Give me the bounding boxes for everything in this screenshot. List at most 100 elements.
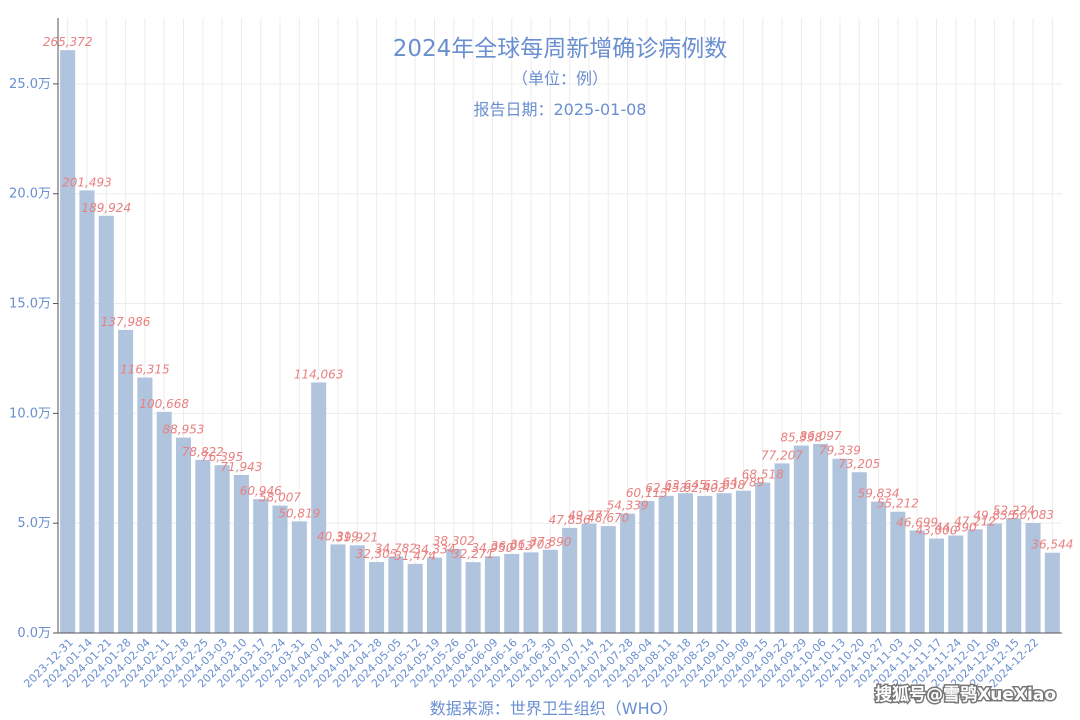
bar-2024-10-20 [871, 501, 887, 633]
bar-2024-12-22 [1044, 552, 1060, 633]
bar-2024-02-18 [195, 459, 211, 633]
bar-2024-07-07 [581, 523, 597, 633]
y-tick-label: 25.0万 [9, 77, 51, 92]
data-label: 60,113 [626, 486, 668, 500]
data-label: 38,302 [433, 534, 475, 548]
data-label: 137,986 [101, 315, 151, 329]
bar-2024-08-11 [677, 493, 694, 633]
data-label: 78,822 [182, 445, 224, 459]
data-label: 47,856 [549, 513, 591, 527]
bar-2024-09-29 [813, 443, 829, 633]
bar-2024-09-15 [774, 463, 790, 633]
data-labels: 265,372 201,493 189,924 137,986 116,315 100,6… [43, 35, 1074, 563]
bar-2024-12-15 [1025, 522, 1041, 633]
bar-2024-05-26 [465, 562, 481, 633]
bar-2024-04-28 [388, 556, 404, 633]
bar-2024-01-21 [118, 329, 134, 633]
bar-2024-02-11 [175, 437, 192, 633]
y-tick-label: 5.0万 [17, 516, 51, 531]
bar-2024-07-28 [639, 500, 655, 633]
x-axis-label: 数据来源：世界卫生组织（WHO） [430, 699, 678, 718]
data-label: 49,835 [973, 509, 1015, 523]
bar-2024-05-19 [446, 548, 462, 633]
data-label: 79,339 [819, 444, 861, 458]
data-label: 100,668 [139, 397, 189, 411]
data-label: 36,703 [510, 537, 552, 551]
bar-2024-11-03 [909, 530, 925, 633]
data-label: 114,063 [294, 367, 344, 381]
data-label: 52,224 [993, 503, 1035, 517]
data-label: 34,334 [414, 543, 456, 557]
x-ticks: 2023-12-312024-01-142024-01-212024-01-28… [21, 636, 1041, 690]
bar-2024-12-08 [1006, 518, 1022, 633]
data-label: 265,372 [43, 35, 93, 49]
data-label: 46,699 [896, 515, 938, 529]
report-date: 报告日期：2025-01-08 [474, 100, 647, 119]
bar-2024-09-08 [755, 482, 771, 633]
bar-2024-01-28 [137, 377, 153, 633]
data-label: 54,339 [607, 499, 649, 513]
bar-2024-01-07 [79, 190, 95, 634]
y-tick-label: 10.0万 [9, 406, 51, 421]
bar-2024-05-12 [426, 557, 443, 633]
bar-2024-01-14 [98, 215, 114, 633]
data-label: 32,303 [356, 547, 398, 561]
data-label: 76,395 [201, 450, 243, 464]
data-label: 201,493 [62, 175, 112, 189]
data-label: 88,953 [163, 423, 205, 437]
chart-title: 2024年全球每周新增确诊病例数 [393, 36, 728, 62]
data-label: 63,638 [703, 478, 745, 492]
data-label: 55,212 [877, 497, 919, 511]
axes [57, 18, 1062, 634]
data-label: 40,319 [317, 529, 359, 543]
bar-2024-03-17 [272, 505, 288, 633]
data-label: 37,890 [529, 535, 571, 549]
bar-2024-08-25 [716, 493, 732, 633]
y-tick-label: 0.0万 [17, 626, 51, 641]
data-label: 31,474 [394, 549, 436, 563]
data-label: 189,924 [81, 201, 131, 215]
data-label: 85,338 [780, 431, 822, 445]
data-label: 62,453 [645, 481, 687, 495]
watermark: 搜狐号@雪鸮XueXiao [875, 684, 1056, 705]
bar-2024-04-07 [330, 544, 346, 633]
data-label: 116,315 [120, 363, 170, 377]
data-label: 86,097 [800, 429, 842, 443]
data-label: 49,777 [568, 509, 610, 523]
bar-2024-10-13 [851, 472, 867, 633]
y-tick-label: 15.0万 [9, 297, 51, 312]
data-label: 36,013 [491, 539, 533, 553]
bar-2024-02-25 [214, 465, 230, 633]
bar-2024-06-09 [504, 553, 520, 633]
bar-2024-03-10 [253, 499, 269, 633]
bar-2024-12-01 [986, 523, 1002, 633]
data-label: 50,819 [278, 506, 320, 520]
data-label: 68,518 [742, 468, 784, 482]
data-label: 60,946 [240, 484, 282, 498]
bar-2024-05-05 [407, 563, 423, 633]
bar-2024-11-17 [948, 535, 964, 633]
bar-2024-09-01 [735, 490, 751, 633]
bar-2024-03-31 [311, 382, 327, 633]
bar-2024-04-14 [349, 545, 365, 633]
chart-subtitle: （单位：例） [512, 69, 608, 88]
bar-2024-07-21 [620, 513, 636, 633]
bar-2024-09-22 [793, 445, 809, 633]
data-label: 43,000 [916, 524, 958, 538]
bar-2024-08-04 [658, 495, 674, 633]
data-label: 59,834 [858, 487, 900, 501]
data-label: 50,083 [1012, 508, 1054, 522]
data-label: 71,943 [220, 460, 262, 474]
bar-2024-06-16 [523, 552, 539, 633]
bar-2024-06-02 [484, 556, 500, 633]
data-label: 39,921 [336, 530, 378, 544]
bar-2024-10-27 [890, 511, 906, 633]
bar-2024-08-18 [697, 495, 713, 633]
bar-2024-04-21 [369, 562, 385, 633]
bar-2024-03-24 [291, 521, 307, 633]
data-label: 34,950 [471, 541, 513, 555]
data-label: 48,670 [587, 511, 629, 525]
bar-2024-06-23 [542, 549, 558, 633]
data-label: 34,782 [375, 542, 417, 556]
bar-2024-02-04 [156, 411, 172, 633]
